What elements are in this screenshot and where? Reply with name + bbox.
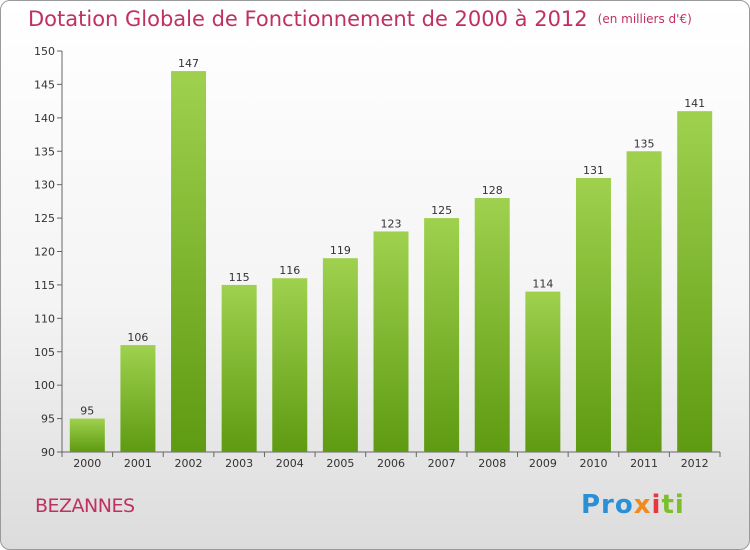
data-label: 135	[634, 137, 655, 150]
title-main: Dotation Globale de Fonctionnement de 20…	[28, 7, 588, 31]
bar	[120, 345, 156, 452]
y-tick-label: 125	[34, 212, 55, 225]
x-tick-label: 2012	[681, 457, 709, 470]
commune-name: BEZANNES	[35, 495, 135, 517]
x-tick-label: 2009	[529, 457, 557, 470]
data-label: 147	[178, 57, 199, 70]
bar	[575, 177, 611, 452]
bar	[373, 231, 409, 452]
proxiti-logo: Proxiti	[581, 490, 685, 520]
axes: 90 95 100 105 110 115 120 125 130 135 140 145 150 200…	[34, 45, 721, 470]
data-label: 141	[684, 97, 705, 110]
data-label: 123	[381, 217, 402, 230]
y-tick-label: 140	[34, 112, 55, 125]
data-label: 131	[583, 164, 604, 177]
y-tick-label: 105	[34, 346, 55, 359]
x-tick-label: 2004	[276, 457, 304, 470]
data-label: 125	[431, 204, 452, 217]
data-label: 115	[229, 271, 250, 284]
data-label: 95	[80, 405, 94, 418]
bar	[525, 291, 561, 452]
title-unit: (en milliers d'€)	[597, 12, 692, 26]
x-tick-label: 2007	[428, 457, 456, 470]
y-tick-label: 135	[34, 145, 55, 158]
x-tick-label: 2000	[73, 457, 101, 470]
x-tick-label: 2003	[225, 457, 253, 470]
bar	[171, 71, 207, 453]
y-tick-label: 95	[41, 413, 55, 426]
y-tick-label: 100	[34, 379, 55, 392]
data-label: 106	[127, 331, 148, 344]
bar	[474, 198, 510, 452]
bar	[424, 218, 460, 452]
x-tick-label: 2002	[175, 457, 203, 470]
x-tick-label: 2006	[377, 457, 405, 470]
y-tick-label: 90	[41, 446, 55, 459]
y-tick-label: 120	[34, 246, 55, 259]
bar	[272, 278, 308, 452]
x-tick-label: 2001	[124, 457, 152, 470]
y-tick-label: 150	[34, 45, 55, 58]
x-tick-label: 2008	[478, 457, 506, 470]
x-tick-label: 2010	[579, 457, 607, 470]
bar	[221, 284, 257, 452]
y-tick-label: 130	[34, 179, 55, 192]
bar	[677, 111, 713, 453]
bar	[69, 418, 105, 452]
y-tick-label: 110	[34, 312, 55, 325]
data-label: 114	[532, 278, 553, 291]
bar	[322, 258, 358, 452]
chart-title: Dotation Globale de Fonctionnement de 20…	[28, 7, 692, 31]
data-label: 119	[330, 244, 351, 257]
y-tick-label: 145	[34, 78, 55, 91]
x-tick-label: 2011	[630, 457, 658, 470]
value-labels: 95 106 147 115 116 119 123 125 128 114 131 135 141	[80, 57, 705, 418]
bar	[626, 151, 662, 452]
data-label: 128	[482, 184, 503, 197]
y-tick-label: 115	[34, 279, 55, 292]
bars	[69, 71, 713, 453]
data-label: 116	[279, 264, 300, 277]
x-tick-label: 2005	[326, 457, 354, 470]
